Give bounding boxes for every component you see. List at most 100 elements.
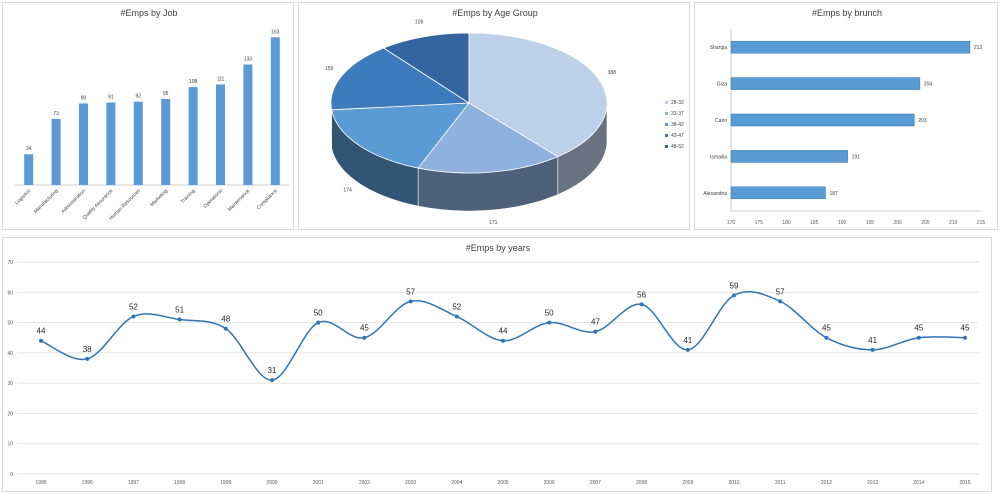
job-chart-panel: #Emps by Job 34 Logistics 73 Manufacturing 9… [2,2,294,230]
years-series-line [40,291,966,381]
years-data-label: 44 [37,327,46,336]
branch-tick-label: 180 [782,220,791,226]
years-point [408,299,413,304]
years-tick-label: 0 [10,472,13,478]
branch-category-label: Ismailia [710,154,727,160]
years-point [547,320,552,325]
age-data-label: 159 [325,66,334,72]
years-x-tick-label: 2001 [313,480,324,486]
years-point [963,335,967,340]
job-data-label: 92 [136,94,142,100]
job-category-label: Maintenance [227,188,252,213]
age-legend-label: 38-42 [671,122,684,128]
job-bar [79,103,88,185]
years-x-tick-label: 2003 [405,480,416,486]
years-x-tick-label: 2005 [497,480,508,486]
years-data-label: 31 [268,366,277,375]
years-data-label: 57 [406,287,415,296]
age-slice [382,32,470,104]
years-point [778,299,783,304]
years-x-tick-label: 2009 [682,480,693,486]
years-point [131,314,136,319]
job-category-label: Logistics [14,188,32,206]
age-legend-label: 28-32 [671,100,684,106]
age-legend-label: 48-52 [671,144,684,150]
years-x-tick-label: 2008 [636,480,647,486]
job-data-label: 73 [53,111,59,117]
branch-tick-label: 205 [921,220,930,226]
branch-bar [730,113,915,127]
age-legend-swatch [665,134,668,137]
years-data-label: 57 [776,287,785,296]
job-category-label: Marketing [149,188,169,208]
age-chart-title: #Emps by Age Group [452,8,538,18]
years-chart-title: #Emps by years [466,243,531,253]
job-data-label: 133 [244,57,253,63]
age-data-label: 106 [415,20,424,26]
job-category-label: Operations [202,188,224,210]
branch-tick-label: 190 [838,220,847,226]
job-data-label: 163 [271,29,280,35]
branch-tick-label: 215 [977,220,986,226]
years-point [362,335,367,340]
age-legend-swatch [665,112,668,115]
job-bar [24,154,34,185]
age-pie-chart: #Emps by Age Group 388 171 174 159 106 28-32 3… [325,8,684,226]
years-point [870,347,875,352]
branch-tick-label: 200 [893,220,902,226]
years-x-tick-label: 2006 [544,480,555,486]
branch-bar [730,77,921,90]
years-tick-label: 20 [7,411,13,417]
years-data-label: 41 [868,336,877,345]
age-legend-swatch [665,101,668,104]
branch-bar [730,150,848,163]
years-data-label: 56 [637,290,646,299]
branch-data-label: 213 [974,45,983,51]
years-x-tick-label: 1997 [128,480,139,486]
years-data-label: 45 [914,324,923,333]
years-point [501,338,505,343]
years-data-label: 44 [499,327,508,336]
branch-tick-label: 175 [755,220,764,226]
years-tick-label: 70 [7,260,13,266]
job-category-label: Administration [60,188,87,215]
job-bar [188,87,198,185]
years-x-tick-label: 1996 [82,480,93,486]
age-slice [468,32,608,158]
years-point [639,302,644,307]
years-x-tick-label: 2010 [728,480,739,486]
years-x-tick-label: 2004 [451,480,462,486]
years-x-tick-label: 2007 [590,480,601,486]
job-data-label: 90 [81,95,87,101]
years-data-label: 48 [221,315,230,324]
years-point [916,335,921,340]
years-data-label: 45 [961,324,970,333]
years-data-label: 41 [683,336,692,345]
years-x-tick-label: 1995 [35,480,46,486]
years-tick-label: 50 [7,321,13,327]
years-x-tick-label: 2012 [821,480,832,486]
branch-tick-label: 170 [727,220,736,226]
age-data-label: 174 [343,188,352,194]
years-point [177,317,182,322]
job-bar [133,101,143,185]
job-bar [51,118,61,185]
years-x-tick-label: 2015 [959,480,970,486]
age-legend-label: 33-37 [671,111,684,117]
job-bar [270,37,280,186]
years-point [316,320,321,325]
job-data-label: 91 [108,95,114,101]
years-x-tick-label: 2000 [266,480,277,486]
years-data-label: 38 [83,345,92,354]
job-category-label: Manufacturing [33,188,60,215]
years-x-tick-label: 1999 [220,480,231,486]
branch-category-label: Giza [717,82,728,88]
branch-data-label: 204 [924,82,933,88]
years-data-label: 45 [360,324,369,333]
years-point [732,293,736,298]
age-data-label: 388 [608,70,617,76]
years-chart-panel: #Emps by years 0 10 20 30 40 50 60 70 44 1995 38 19… [2,237,992,492]
branch-data-label: 187 [829,191,838,197]
years-x-tick-label: 2002 [359,480,370,486]
years-data-label: 50 [545,309,554,318]
